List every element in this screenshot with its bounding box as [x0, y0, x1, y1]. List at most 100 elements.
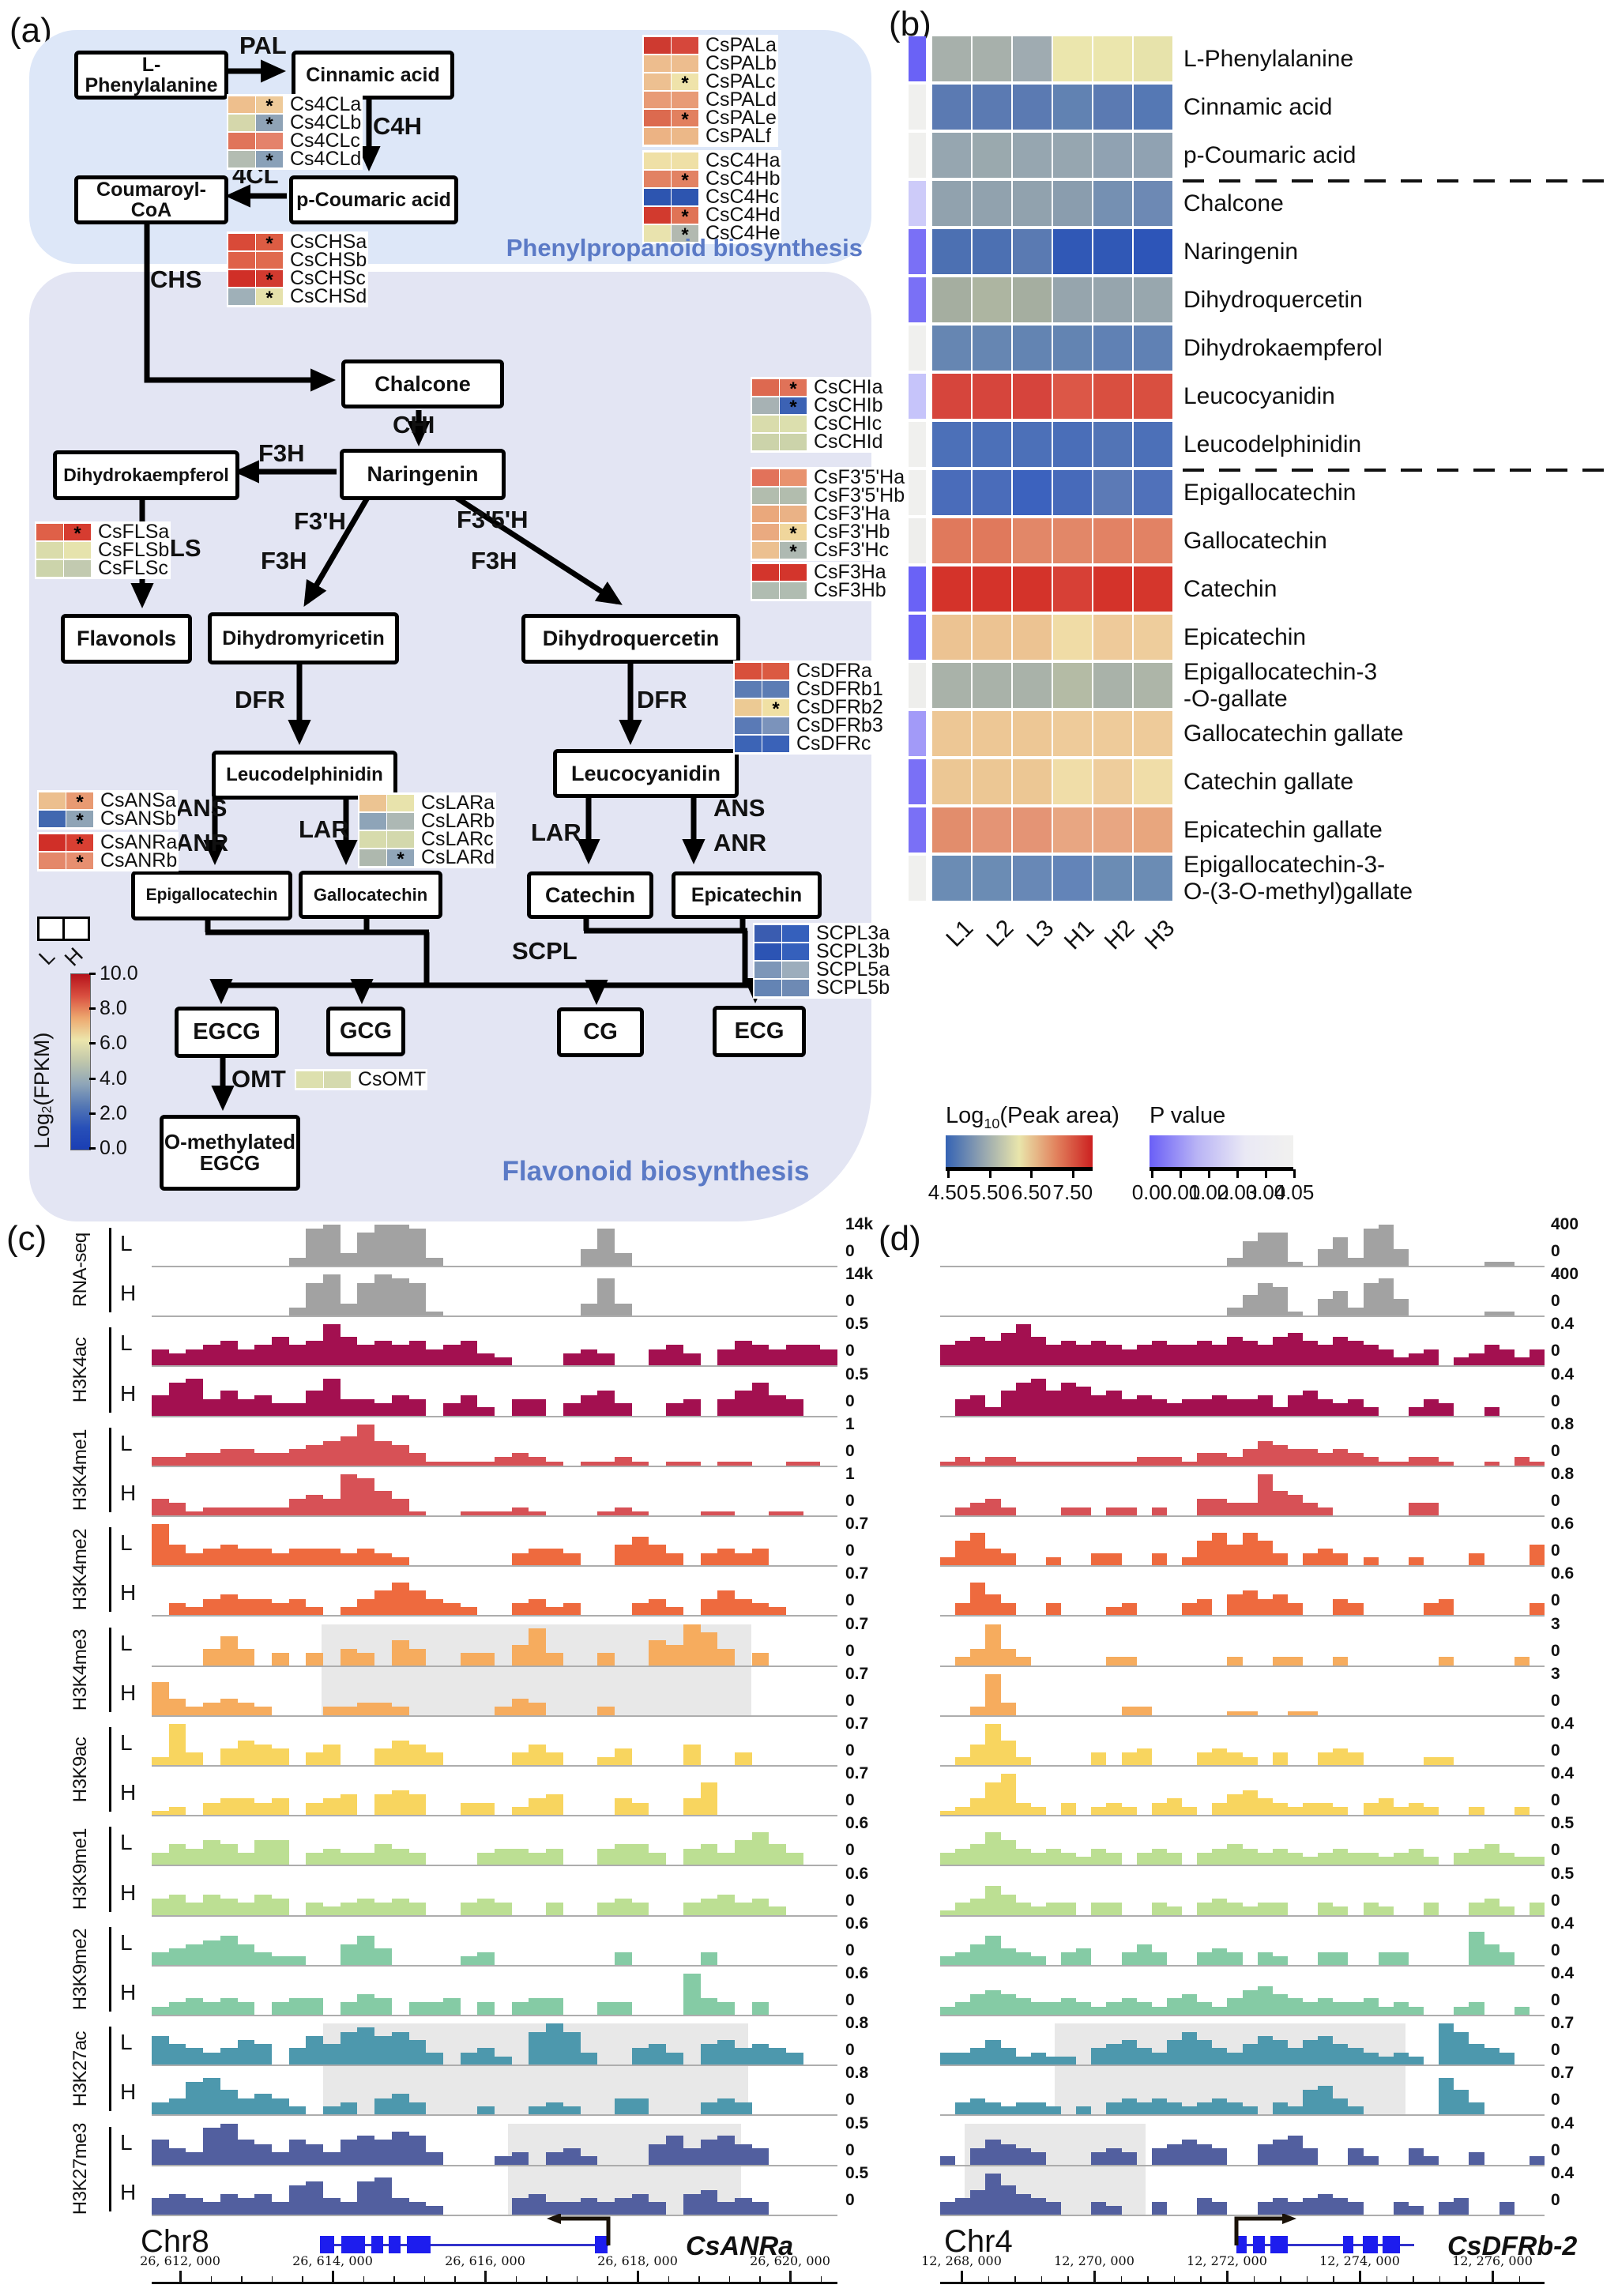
signal-bar [1212, 1453, 1228, 1466]
gene-heatmap-row: CsDFRc [735, 732, 883, 755]
signal-bar [985, 1673, 1001, 1715]
signal-bar [580, 2156, 598, 2165]
heatmap-cell [1053, 326, 1092, 371]
track-group-bracket [109, 1926, 111, 2012]
signal-bar [649, 1598, 667, 1616]
heatmap-cell [1013, 615, 1052, 660]
pvalue-cell [909, 711, 926, 756]
signal-bar [940, 2052, 956, 2065]
track-scale-max: 0.8 [845, 2064, 869, 2083]
signal-bar [237, 2098, 255, 2115]
replicate-label-H: H [120, 1780, 137, 1805]
ruler-minor-tick [1280, 2276, 1281, 2282]
signal-bar [1514, 1657, 1530, 1666]
signal-bar [306, 1607, 324, 1616]
gene-heatmap-f3h: CsF3Ha CsF3Hb [751, 560, 888, 601]
signal-track-H3K9ac-L [940, 1724, 1545, 1767]
signal-bar [1454, 1357, 1469, 1366]
expression-cell-H: * [672, 73, 698, 93]
signal-bar [769, 2048, 787, 2065]
signal-bar [529, 1511, 547, 1515]
gene-name-label: CsF3Ha [814, 560, 886, 583]
signal-bar [734, 1840, 752, 1865]
track-scale-max: 0.7 [1551, 2014, 1575, 2033]
signal-bar [220, 1636, 238, 1666]
signal-bar [237, 2198, 255, 2215]
expression-cell-H [64, 541, 91, 559]
track-scale-zero: 0 [845, 1441, 855, 1460]
heatmap-cell [1053, 133, 1092, 178]
signal-bar [271, 1898, 289, 1915]
signal-bar [442, 1345, 461, 1366]
expression-cell-H [762, 735, 789, 752]
signal-track-H3K9me2-H [940, 1974, 1545, 2016]
heatmap-cell [1093, 759, 1132, 804]
heatmap-cell [973, 759, 1011, 804]
signal-bar [1348, 2106, 1364, 2115]
signal-track-H3K4me3-L [152, 1624, 837, 1667]
signal-bar [1333, 1906, 1349, 1915]
gene-heatmap-row: CsF3'Ha [752, 502, 905, 525]
signal-bar [288, 1549, 307, 1566]
signal-bar [1318, 1549, 1334, 1566]
heatmap-cell [932, 85, 971, 130]
track-scale-zero: 0 [845, 1940, 855, 1959]
signal-bar [1045, 2002, 1061, 2015]
gene-name-label: CsPALd [706, 88, 777, 111]
expression-cell-L [752, 541, 779, 559]
signal-bar [985, 2140, 1001, 2165]
signal-bar [1529, 1602, 1545, 1616]
signal-bar [511, 2002, 529, 2015]
gene-heatmap-fls: * CsFLSa CsFLSb CsFLSc [35, 521, 171, 579]
signal-bar [1257, 1440, 1273, 1466]
ruler-coordinate-label: 26, 612, 000 [140, 2253, 220, 2268]
expression-cell-L [228, 150, 255, 167]
pvalue-tick [1265, 1169, 1267, 1178]
gene-heatmap-scpl: SCPL3a SCPL3b SCPL5a SCPL5b [753, 922, 892, 999]
track-group-label-H3K27ac: H3K27ac [70, 2031, 91, 2107]
peak-area-tick-label: 7.50 [1052, 1180, 1093, 1204]
signal-bar [1484, 1312, 1499, 1316]
gene-c-intron-line [320, 2244, 608, 2246]
signal-bar [970, 1503, 986, 1515]
heatmap-cell [1013, 85, 1052, 130]
gene-heatmap-row: CsF3'5'Hb [752, 484, 905, 506]
track-scale-max: 0.4 [1551, 1364, 1575, 1383]
panel-d-gene-name: CsDFRb-2 [1447, 2231, 1578, 2261]
pvalue-tick-label: 0.01 [1160, 1180, 1201, 1204]
expression-cell-H: * [256, 269, 283, 290]
signal-bar [203, 2127, 220, 2165]
signal-bar [1151, 1802, 1167, 1816]
signal-bar [186, 1707, 204, 1715]
track-scale-zero: 0 [1551, 2091, 1560, 2110]
signal-bar [955, 1806, 971, 1816]
gene-name-label: CsC4Ha [706, 149, 781, 171]
signal-bar [254, 1840, 272, 1865]
signal-bar [1000, 2144, 1016, 2165]
gene-d-exon [1383, 2236, 1400, 2253]
signal-bars [940, 1673, 1545, 1715]
signal-bars [152, 1324, 838, 1366]
gene-heatmap-omt: CsOMT [295, 1068, 428, 1090]
signal-bar [1151, 2052, 1167, 2065]
signal-bar [1514, 1457, 1530, 1466]
expression-cell-H: * [672, 224, 698, 245]
signal-bars [152, 2023, 837, 2065]
signal-bar [1257, 1474, 1273, 1515]
signal-bar [1182, 1556, 1198, 1566]
signal-bar [1212, 2147, 1228, 2165]
heatmap-cell [1134, 807, 1172, 853]
heatmap-cell [932, 422, 971, 467]
signal-bar [1242, 1906, 1258, 1915]
expression-cell-H [672, 91, 698, 108]
signal-bar [511, 1398, 529, 1416]
signal-bar [1424, 1602, 1439, 1616]
gene-heatmap-row: * CsCHSd [228, 285, 367, 308]
gene-heatmap-anr: * CsANRa * CsANRb [37, 831, 179, 872]
signal-bar [1212, 1532, 1228, 1566]
signal-bar [1045, 1556, 1061, 1566]
signal-bar [940, 1910, 956, 1915]
signal-bar [985, 1624, 1001, 1666]
signal-bar [1000, 2106, 1016, 2115]
expression-cell-L [228, 288, 255, 305]
